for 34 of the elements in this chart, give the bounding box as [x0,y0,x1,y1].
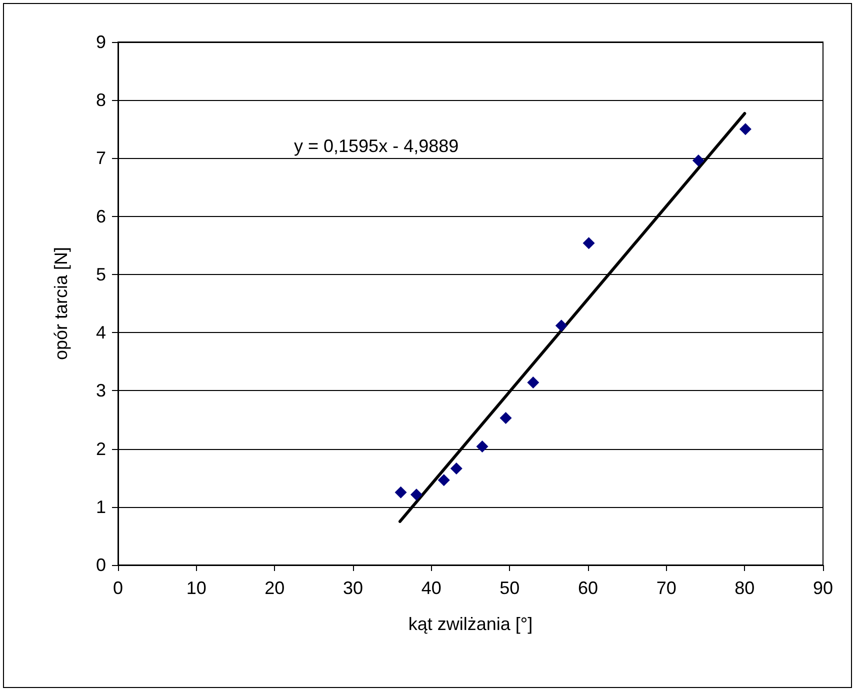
x-tick-label: 30 [342,578,364,598]
point [438,474,450,486]
y-tick-label: 3 [96,380,106,401]
y-tick-label: 4 [96,322,106,343]
point [527,376,540,389]
x-tick-label: 60 [578,578,598,598]
x-axis-title: kąt zwilżania [°] [408,614,533,634]
y-axis-title: opór tarcia [N] [51,246,71,360]
annotation: y = 0,1595x - 4,9889 [294,136,459,156]
y-tick-label: 7 [96,148,106,168]
y-tick-label: 1 [96,496,106,517]
point [500,412,512,424]
point [692,154,704,167]
x-tick-label: 40 [421,578,442,598]
point [476,440,488,452]
y-tick-label: 2 [96,438,106,459]
y-tick-label: 6 [96,206,106,226]
x-tick-label: 0 [112,578,124,598]
y-tick-label: 5 [96,264,106,284]
x-tick-label: 10 [186,578,206,598]
x-tick-label: 20 [264,578,285,598]
point [582,237,595,250]
point [410,488,422,501]
x-tick-label: 50 [500,578,520,598]
x-tick-label: 90 [812,578,834,598]
point [394,486,407,498]
y-tick-label: 9 [96,32,106,52]
point [739,123,752,136]
point [555,320,568,332]
x-tick-label: 80 [734,578,755,598]
y-tick-label: 8 [96,90,106,110]
y-tick-label: 0 [96,555,106,575]
x-tick-label: 70 [656,578,676,598]
point [450,462,462,475]
